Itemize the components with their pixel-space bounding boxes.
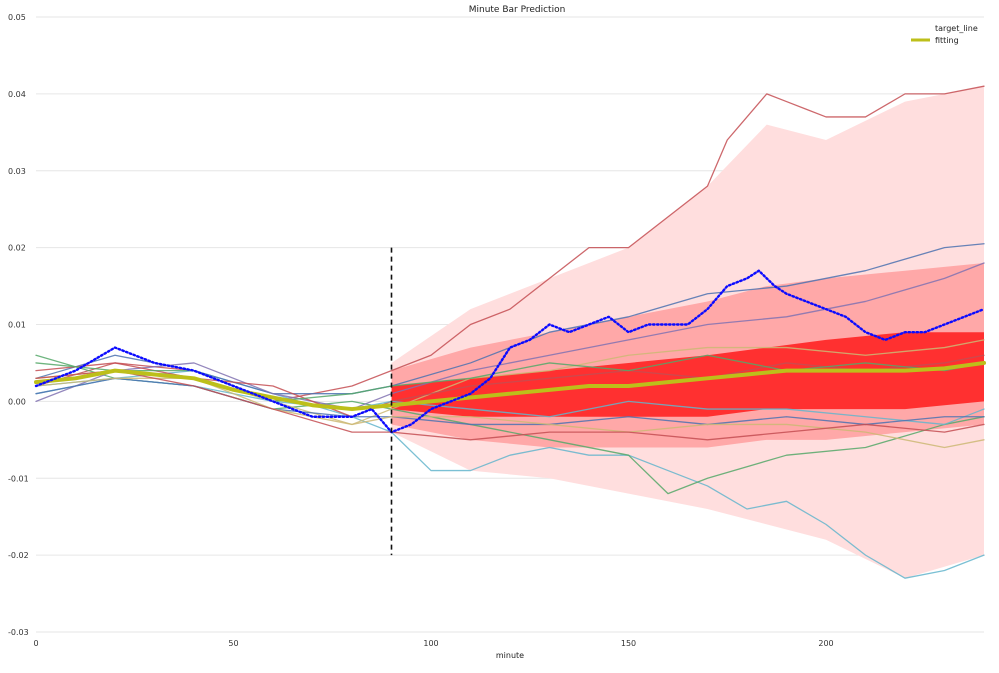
legend-entry-target-line: target_line <box>935 24 978 33</box>
y-tick-label: 0.03 <box>8 167 26 176</box>
chart-title: Minute Bar Prediction <box>469 5 566 15</box>
y-tick-label: -0.01 <box>8 474 29 483</box>
series-lines <box>34 85 986 579</box>
legend: target_line fitting <box>911 24 978 45</box>
y-tick-label: 0.02 <box>8 244 26 253</box>
y-tick-label: -0.03 <box>8 628 29 637</box>
x-tick-label: 0 <box>33 639 38 648</box>
y-tick-label: 0.04 <box>8 90 26 99</box>
series-target_line <box>34 269 986 434</box>
x-tick-label: 100 <box>423 639 438 648</box>
y-tick-label: 0.00 <box>8 397 26 406</box>
band-inner <box>391 332 984 417</box>
series-cyan-low <box>35 377 985 426</box>
x-tick-label: 50 <box>228 639 238 648</box>
series-purple-mid <box>35 262 985 410</box>
x-axis-title: minute <box>496 651 524 660</box>
y-tick-label: 0.05 <box>8 13 26 22</box>
confidence-bands <box>391 86 984 579</box>
x-tick-label: 200 <box>818 639 833 648</box>
series-red-low <box>35 369 985 441</box>
x-tick-label: 150 <box>621 639 636 648</box>
series-fitting <box>34 360 986 412</box>
y-tick-label: -0.02 <box>8 551 29 560</box>
tick-labels: -0.03 -0.02 -0.01 0.00 0.01 0.02 0.03 0.04 0.05 0… <box>8 13 834 648</box>
y-tick-label: 0.01 <box>8 321 26 330</box>
series-upper-extreme <box>35 85 985 403</box>
legend-entry-fitting: fitting <box>935 36 959 45</box>
